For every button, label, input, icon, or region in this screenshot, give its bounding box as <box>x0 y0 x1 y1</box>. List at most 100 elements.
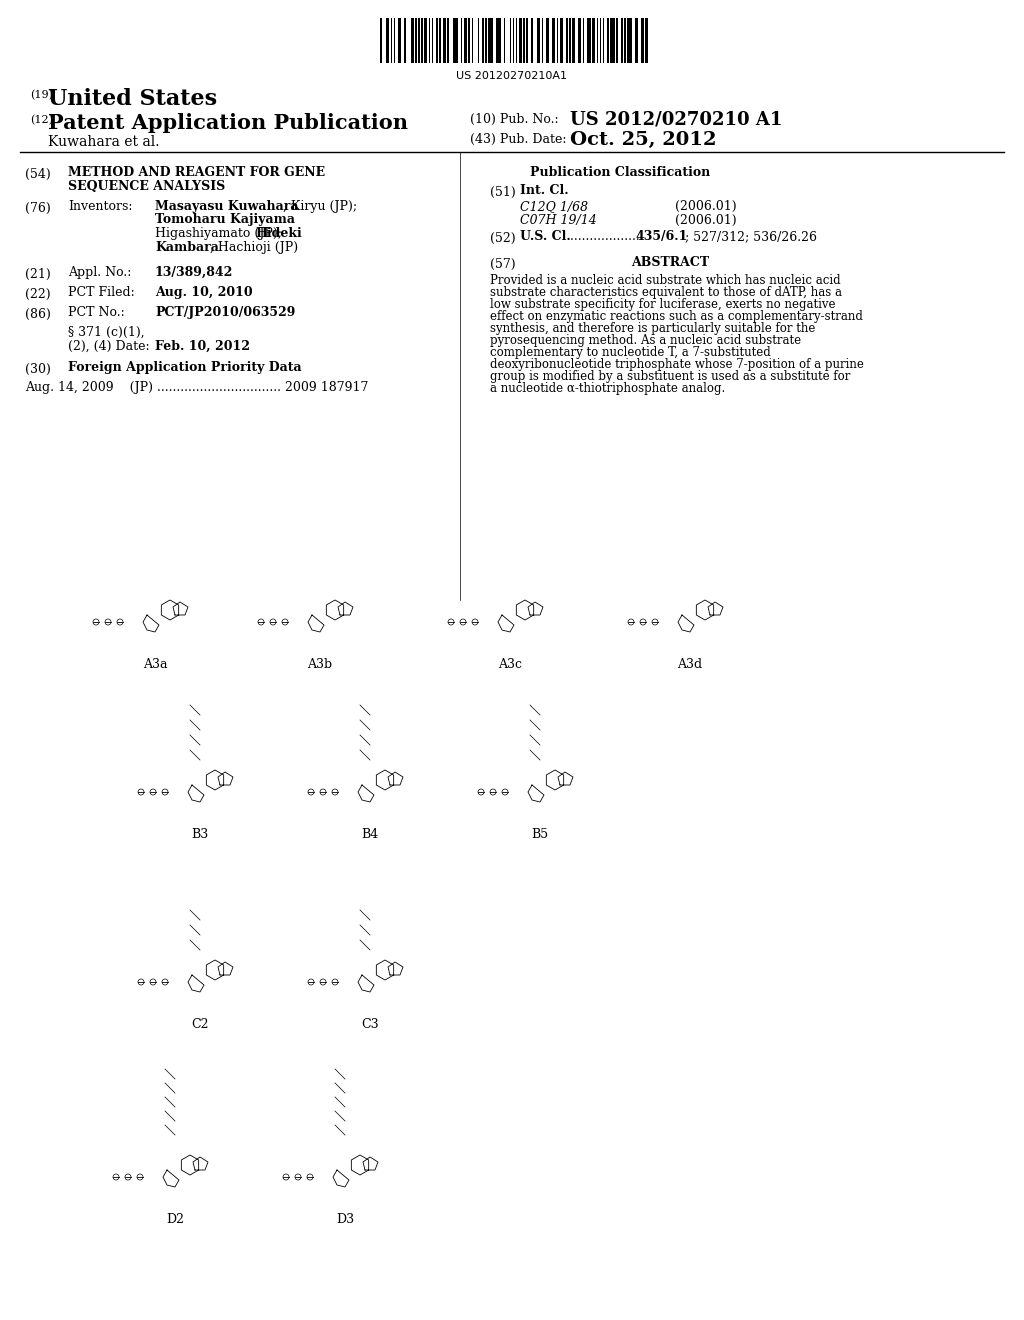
Text: Oct. 25, 2012: Oct. 25, 2012 <box>570 131 717 149</box>
Text: , Kiryu (JP);: , Kiryu (JP); <box>283 201 357 213</box>
Text: (19): (19) <box>30 90 53 100</box>
Text: Masayasu Kuwahara: Masayasu Kuwahara <box>155 201 299 213</box>
Bar <box>569 18 570 63</box>
Bar <box>546 18 549 63</box>
Bar <box>464 18 467 63</box>
Text: Foreign Application Priority Data: Foreign Application Priority Data <box>68 360 302 374</box>
Text: (2006.01): (2006.01) <box>675 201 736 213</box>
Text: Higashiyamato (JP);: Higashiyamato (JP); <box>155 227 286 240</box>
Bar <box>447 18 449 63</box>
Text: Int. Cl.: Int. Cl. <box>520 183 568 197</box>
Bar <box>398 18 401 63</box>
Bar <box>538 18 541 63</box>
Text: D3: D3 <box>336 1213 354 1226</box>
Bar <box>468 18 470 63</box>
Text: (86): (86) <box>25 308 51 321</box>
Bar <box>526 18 528 63</box>
Bar <box>482 18 483 63</box>
Bar <box>477 18 479 63</box>
Bar <box>432 18 433 63</box>
Bar <box>566 18 567 63</box>
Text: SEQUENCE ANALYSIS: SEQUENCE ANALYSIS <box>68 180 225 193</box>
Text: (12): (12) <box>30 115 53 125</box>
Text: Publication Classification: Publication Classification <box>529 166 710 180</box>
Bar <box>516 18 517 63</box>
Bar <box>572 18 575 63</box>
Bar <box>386 18 389 63</box>
Text: A3c: A3c <box>498 657 522 671</box>
Bar <box>504 18 505 63</box>
Bar <box>552 18 555 63</box>
Text: group is modified by a substituent is used as a substitute for: group is modified by a substituent is us… <box>490 370 850 383</box>
Bar <box>610 18 615 63</box>
Text: B4: B4 <box>361 828 379 841</box>
Text: effect on enzymatic reactions such as a complementary-strand: effect on enzymatic reactions such as a … <box>490 310 863 323</box>
Bar <box>597 18 598 63</box>
Bar <box>510 18 511 63</box>
Text: , Hachioji (JP): , Hachioji (JP) <box>210 242 298 253</box>
Bar <box>645 18 648 63</box>
Bar <box>579 18 582 63</box>
Text: (57): (57) <box>490 257 516 271</box>
Bar <box>616 18 617 63</box>
Text: (2006.01): (2006.01) <box>675 214 736 227</box>
Bar <box>394 18 395 63</box>
Text: A3b: A3b <box>307 657 333 671</box>
Bar <box>513 18 514 63</box>
Bar <box>624 18 626 63</box>
Text: A3a: A3a <box>142 657 167 671</box>
Bar <box>442 18 445 63</box>
Bar <box>485 18 486 63</box>
Bar <box>454 18 458 63</box>
Text: U.S. Cl.: U.S. Cl. <box>520 230 570 243</box>
Bar <box>592 18 595 63</box>
Text: US 2012/0270210 A1: US 2012/0270210 A1 <box>570 111 782 129</box>
Bar <box>519 18 522 63</box>
Text: (54): (54) <box>25 168 51 181</box>
Text: (51): (51) <box>490 186 516 199</box>
Text: ABSTRACT: ABSTRACT <box>631 256 709 269</box>
Text: A3d: A3d <box>678 657 702 671</box>
Text: Inventors:: Inventors: <box>68 201 132 213</box>
Text: (30): (30) <box>25 363 51 376</box>
Text: a nucleotide α-thiotriphosphate analog.: a nucleotide α-thiotriphosphate analog. <box>490 381 725 395</box>
Text: (22): (22) <box>25 288 50 301</box>
Text: ...................: ................... <box>570 230 647 243</box>
Bar <box>391 18 392 63</box>
Text: deoxyribonucleotide triphosphate whose 7-position of a purine: deoxyribonucleotide triphosphate whose 7… <box>490 358 864 371</box>
Text: § 371 (c)(1),: § 371 (c)(1), <box>68 326 144 339</box>
Text: Feb. 10, 2012: Feb. 10, 2012 <box>155 341 250 352</box>
Text: C2: C2 <box>191 1018 209 1031</box>
Bar <box>531 18 532 63</box>
Text: C12Q 1/68: C12Q 1/68 <box>520 201 588 213</box>
Bar <box>560 18 563 63</box>
Bar <box>461 18 463 63</box>
Text: Kambara: Kambara <box>155 242 219 253</box>
Text: C07H 19/14: C07H 19/14 <box>520 214 597 227</box>
Text: PCT Filed:: PCT Filed: <box>68 286 135 300</box>
Bar <box>600 18 601 63</box>
Bar <box>429 18 430 63</box>
Bar <box>607 18 609 63</box>
Text: Appl. No.:: Appl. No.: <box>68 267 131 279</box>
Bar <box>641 18 644 63</box>
Bar <box>436 18 438 63</box>
Bar <box>439 18 441 63</box>
Text: ; 527/312; 536/26.26: ; 527/312; 536/26.26 <box>685 230 817 243</box>
Text: PCT/JP2010/063529: PCT/JP2010/063529 <box>155 306 295 319</box>
Text: low substrate specificity for luciferase, exerts no negative: low substrate specificity for luciferase… <box>490 298 836 312</box>
Bar <box>418 18 420 63</box>
Text: 435/6.1: 435/6.1 <box>635 230 687 243</box>
Text: complementary to nucleotide T, a 7-substituted: complementary to nucleotide T, a 7-subst… <box>490 346 771 359</box>
Text: substrate characteristics equivalent to those of dATP, has a: substrate characteristics equivalent to … <box>490 286 842 300</box>
Bar <box>488 18 493 63</box>
Bar <box>588 18 591 63</box>
Text: Patent Application Publication: Patent Application Publication <box>48 114 408 133</box>
Text: C3: C3 <box>361 1018 379 1031</box>
Bar <box>542 18 543 63</box>
Bar <box>523 18 525 63</box>
Bar <box>415 18 417 63</box>
Text: US 20120270210A1: US 20120270210A1 <box>457 71 567 81</box>
Bar <box>557 18 558 63</box>
Text: synthesis, and therefore is particularly suitable for the: synthesis, and therefore is particularly… <box>490 322 815 335</box>
